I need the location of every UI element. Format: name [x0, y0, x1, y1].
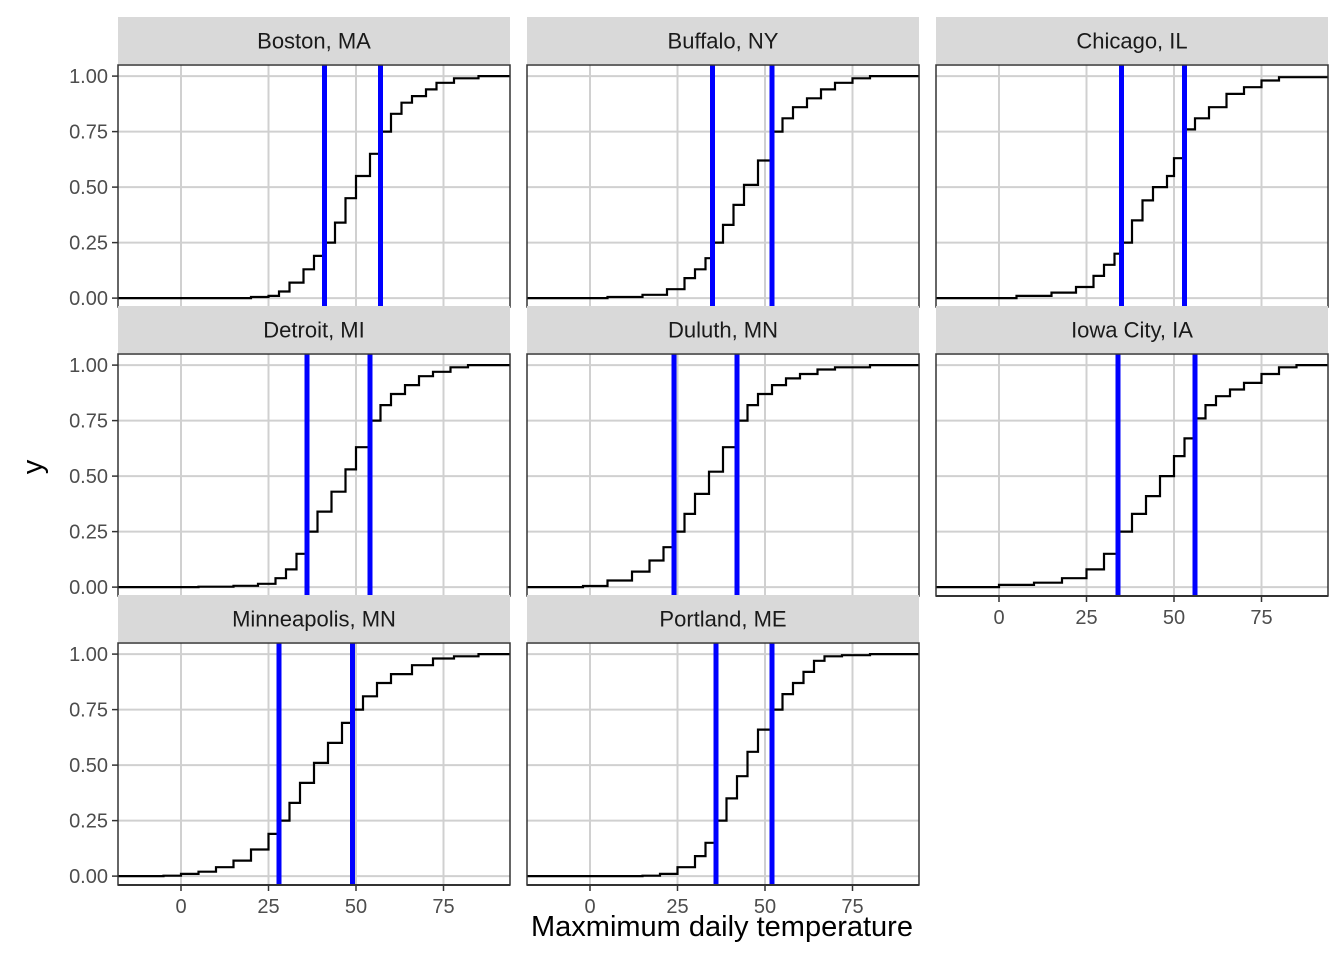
x-tick-label: 25 [257, 896, 279, 918]
y-tick-label: 0.50 [69, 177, 108, 199]
panel-border [526, 353, 920, 597]
ecdf-curve [936, 76, 1328, 300]
panel-grid: Boston, MA 0.00 0.25 0.50 0.75 1.00 Buffalo, N… [69, 17, 1329, 918]
facet-strip-label: Iowa City, IA [1071, 318, 1193, 343]
facet-strip [936, 17, 1328, 64]
x-tick-label: 50 [345, 896, 367, 918]
facet-strip [527, 306, 919, 353]
panel-minneapolis-mn: Minneapolis, MN 0.00 0.25 0.50 0.75 1.00 0 25 50… [69, 595, 511, 918]
x-tick-label: 0 [175, 896, 186, 918]
y-tick-label: 0.25 [69, 811, 108, 833]
facet-strip-label: Duluth, MN [668, 318, 778, 343]
panel-chicago-il: Chicago, IL [935, 17, 1329, 308]
y-axis-title: y [17, 459, 49, 474]
panel-iowa-city-ia: Iowa City, IA 0 25 50 75 [935, 306, 1329, 629]
y-tick-label: 0.00 [69, 577, 108, 599]
y-tick-label: 0.00 [69, 866, 108, 888]
x-tick-label: 25 [666, 896, 688, 918]
x-tick-label: 75 [432, 896, 454, 918]
facet-strip-label: Chicago, IL [1076, 29, 1187, 54]
facet-strip-label: Boston, MA [257, 29, 371, 54]
facet-strip [118, 595, 510, 642]
y-tick-label: 0.00 [69, 288, 108, 310]
panel-duluth-mn: Duluth, MN [526, 306, 920, 597]
facet-strip [527, 595, 919, 642]
x-tick-label: 0 [993, 607, 1004, 629]
panel-boston-ma: Boston, MA 0.00 0.25 0.50 0.75 1.00 [69, 17, 511, 310]
x-tick-label: 25 [1075, 607, 1097, 629]
y-tick-label: 0.75 [69, 411, 108, 433]
facet-strip-label: Buffalo, NY [668, 29, 779, 54]
y-tick-label: 0.75 [69, 122, 108, 144]
ecdf-curve [118, 75, 510, 300]
ecdf-curve [936, 364, 1328, 589]
y-tick-label: 1.00 [69, 66, 108, 88]
facet-strip [936, 306, 1328, 353]
y-tick-label: 0.50 [69, 755, 108, 777]
x-tick-label: 50 [754, 896, 776, 918]
facet-strip-label: Detroit, MI [263, 318, 364, 343]
panel-border [117, 353, 511, 597]
facet-strip [118, 306, 510, 353]
ecdf-curve [527, 364, 919, 589]
panel-border [117, 64, 511, 308]
panel-portland-me: Portland, ME 0 25 50 75 [526, 595, 920, 918]
panel-border [935, 64, 1329, 308]
ecdf-curve [118, 364, 510, 589]
ecdf-curve [527, 653, 919, 878]
x-tick-label: 75 [841, 896, 863, 918]
y-tick-label: 1.00 [69, 644, 108, 666]
ecdf-curve [118, 653, 510, 878]
panel-buffalo-ny: Buffalo, NY [526, 17, 920, 308]
facet-strip-label: Portland, ME [659, 607, 786, 632]
y-tick-label: 0.25 [69, 233, 108, 255]
y-tick-label: 1.00 [69, 355, 108, 377]
x-axis-title: Maxmimum daily temperature [531, 911, 913, 943]
x-tick-label: 0 [584, 896, 595, 918]
x-tick-label: 75 [1250, 607, 1272, 629]
facet-strip [527, 17, 919, 64]
x-tick-label: 50 [1163, 607, 1185, 629]
facet-strip-label: Minneapolis, MN [232, 607, 396, 632]
panel-border [935, 353, 1329, 597]
facet-strip [118, 17, 510, 64]
y-tick-label: 0.25 [69, 522, 108, 544]
y-tick-label: 0.50 [69, 466, 108, 488]
ecdf-curve [527, 75, 919, 300]
panel-border [526, 64, 920, 308]
panel-detroit-mi: Detroit, MI 0.00 0.25 0.50 0.75 1.00 [69, 306, 511, 599]
y-tick-label: 0.75 [69, 700, 108, 722]
panel-border [526, 642, 920, 886]
